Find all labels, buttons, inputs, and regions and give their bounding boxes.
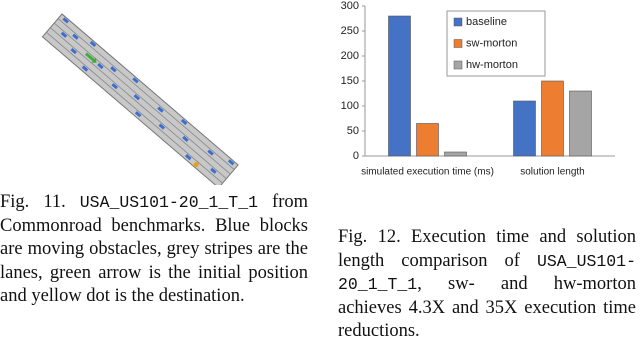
fig11-caption: Fig. 11. USA_US101-20_1_T_1 from Commonr… bbox=[0, 191, 308, 309]
bar bbox=[541, 80, 564, 157]
fig12-caption: Fig. 12. Execution time and solution len… bbox=[338, 226, 636, 344]
road-figure bbox=[41, 13, 239, 185]
x-tick-label: solution length bbox=[520, 167, 585, 178]
legend-box bbox=[446, 10, 546, 77]
caption-text: , sw- and hw-morton achieves 4.3X and 35… bbox=[338, 274, 636, 341]
legend-label: baseline bbox=[466, 16, 507, 28]
y-tick-label: 250 bbox=[341, 25, 359, 37]
y-tick-label: 200 bbox=[341, 50, 359, 62]
bar bbox=[444, 151, 467, 157]
bar bbox=[416, 123, 439, 157]
legend-swatch bbox=[453, 60, 463, 70]
caption-text: from Commonroad benchmarks. Blue blocks … bbox=[0, 192, 308, 306]
y-tick-label: 0 bbox=[353, 150, 359, 162]
chart: 0 50 100 150 200 250 300 simulated execution ti… bbox=[341, 0, 615, 178]
legend-swatch bbox=[453, 17, 463, 27]
code: USA_US101-20_1_T_1 bbox=[79, 193, 259, 212]
code: USA_US101-20_1_T_1 bbox=[338, 251, 636, 295]
y-tick-label: 100 bbox=[341, 100, 359, 112]
legend-swatch bbox=[453, 39, 463, 48]
caption-text: Execution time and solution length compa… bbox=[338, 227, 637, 271]
y-tick-label: 300 bbox=[341, 0, 359, 12]
fig-label: Fig. 11. bbox=[0, 192, 66, 212]
y-tick-label: 150 bbox=[341, 75, 359, 87]
fig-label: Fig. 12. bbox=[338, 227, 401, 247]
bar bbox=[513, 100, 536, 157]
bar bbox=[569, 90, 592, 157]
legend-label: sw-morton bbox=[466, 37, 517, 49]
legend-label: hw-morton bbox=[466, 59, 518, 71]
x-tick-label: simulated execution time (ms) bbox=[361, 167, 494, 178]
bar bbox=[388, 15, 411, 157]
y-tick-label: 50 bbox=[347, 125, 359, 137]
